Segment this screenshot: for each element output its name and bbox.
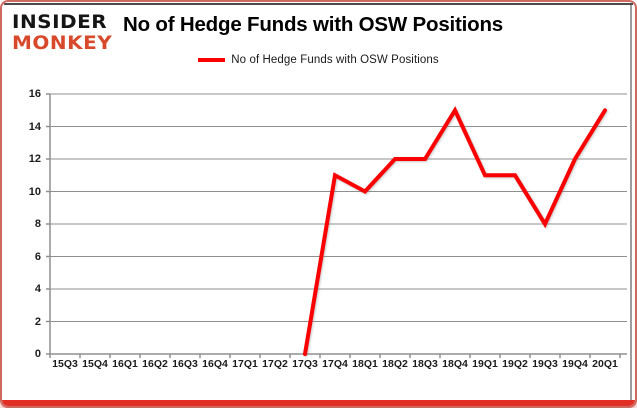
x-axis-tick-label: 18Q4 xyxy=(442,358,468,370)
y-axis-tick-label: 6 xyxy=(34,250,41,263)
x-axis-tick-label: 17Q3 xyxy=(292,358,318,370)
logo-word-monkey: MONKEY xyxy=(12,31,113,54)
y-axis-tick-label: 8 xyxy=(34,218,41,230)
x-axis-tick-label: 19Q1 xyxy=(472,358,498,370)
legend: No of Hedge Funds with OSW Positions xyxy=(2,54,635,66)
legend-label: No of Hedge Funds with OSW Positions xyxy=(231,54,439,66)
data-line xyxy=(303,106,607,356)
x-axis-tick-label: 18Q3 xyxy=(412,358,438,370)
y-axis-tick-label: 0 xyxy=(34,348,41,360)
x-axis-tick-label: 20Q1 xyxy=(592,358,618,370)
x-axis-tick-label: 18Q1 xyxy=(352,358,378,370)
x-axis-tick-label: 19Q2 xyxy=(502,358,528,370)
card-bottom-accent-bar xyxy=(2,400,635,406)
x-axis-tick-label: 16Q3 xyxy=(172,358,198,370)
x-axis-tick-label: 16Q4 xyxy=(202,358,228,370)
x-axis-tick-label: 17Q2 xyxy=(262,358,288,370)
x-axis-tick-label: 15Q3 xyxy=(52,358,78,370)
y-axis-tick-label: 10 xyxy=(28,185,41,198)
x-axis-tick-label: 17Q4 xyxy=(322,358,348,370)
x-axis-tick-label: 17Q1 xyxy=(232,358,258,370)
chart-title: No of Hedge Funds with OSW Positions xyxy=(123,13,504,36)
x-axis-tick-label: 15Q4 xyxy=(82,358,108,370)
plot-area xyxy=(46,93,627,358)
x-axis-tick-label: 16Q2 xyxy=(142,358,168,370)
y-axis-tick-label: 4 xyxy=(34,283,41,295)
y-axis-tick-label: 14 xyxy=(28,120,41,133)
x-axis-tick-label: 16Q1 xyxy=(112,358,138,370)
chart-area-right-border xyxy=(630,5,632,400)
y-axis-tick-label: 12 xyxy=(28,153,41,165)
card-top-border xyxy=(4,3,633,5)
y-axis-tick-label: 2 xyxy=(34,315,41,328)
insider-monkey-logo: INSIDER MONKEY xyxy=(12,12,112,54)
x-axis-tick-label: 18Q2 xyxy=(382,358,408,370)
x-axis-tick-label: 19Q3 xyxy=(532,358,558,370)
legend-line-swatch xyxy=(198,58,226,62)
logo-word-insider: INSIDER xyxy=(12,10,108,33)
x-axis-tick-label: 19Q4 xyxy=(562,358,588,370)
y-axis-tick-label: 16 xyxy=(28,88,41,100)
